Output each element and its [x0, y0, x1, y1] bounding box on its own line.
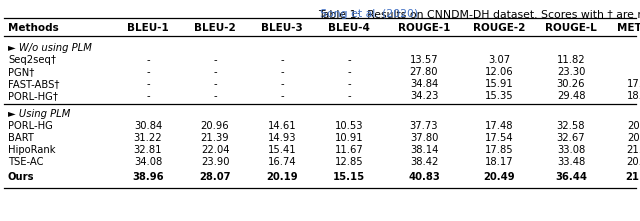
Text: FAST-ABS†: FAST-ABS†: [8, 79, 60, 89]
Text: 38.14: 38.14: [410, 145, 438, 155]
Text: 21.39: 21.39: [201, 133, 229, 143]
Text: ► W/o using PLM: ► W/o using PLM: [8, 43, 92, 53]
Text: METEOR: METEOR: [617, 23, 640, 33]
Text: -: -: [347, 55, 351, 65]
Text: 31.22: 31.22: [134, 133, 163, 143]
Text: 34.08: 34.08: [134, 157, 162, 167]
Text: 38.96: 38.96: [132, 172, 164, 182]
Text: 20.63: 20.63: [627, 121, 640, 131]
Text: 33.48: 33.48: [557, 157, 585, 167]
Text: 3.07: 3.07: [488, 55, 510, 65]
Text: .: .: [321, 9, 324, 19]
Text: 15.15: 15.15: [333, 172, 365, 182]
Text: 10.91: 10.91: [335, 133, 364, 143]
Text: -: -: [639, 55, 640, 65]
Text: 37.80: 37.80: [410, 133, 438, 143]
Text: -: -: [213, 91, 217, 101]
Text: -: -: [280, 79, 284, 89]
Text: 20.96: 20.96: [201, 121, 229, 131]
Text: 38.42: 38.42: [410, 157, 438, 167]
Text: 32.58: 32.58: [557, 121, 585, 131]
Text: 34.23: 34.23: [410, 91, 438, 101]
Text: ROUGE-L: ROUGE-L: [545, 23, 597, 33]
Text: 17.28: 17.28: [627, 79, 640, 89]
Text: 30.26: 30.26: [557, 79, 585, 89]
Text: 14.61: 14.61: [268, 121, 296, 131]
Text: 37.73: 37.73: [410, 121, 438, 131]
Text: 40.83: 40.83: [408, 172, 440, 182]
Text: -: -: [213, 55, 217, 65]
Text: 33.08: 33.08: [557, 145, 585, 155]
Text: 34.84: 34.84: [410, 79, 438, 89]
Text: 17.85: 17.85: [484, 145, 513, 155]
Text: BART: BART: [8, 133, 34, 143]
Text: 36.44: 36.44: [555, 172, 587, 182]
Text: HipoRank: HipoRank: [8, 145, 56, 155]
Text: TSE-AC: TSE-AC: [8, 157, 44, 167]
Text: Methods: Methods: [8, 23, 59, 33]
Text: 23.90: 23.90: [201, 157, 229, 167]
Text: PGN†: PGN†: [8, 67, 35, 77]
Text: -: -: [146, 79, 150, 89]
Text: Ours: Ours: [8, 172, 35, 182]
Text: 20.26: 20.26: [627, 157, 640, 167]
Text: 27.80: 27.80: [410, 67, 438, 77]
Text: 15.41: 15.41: [268, 145, 296, 155]
Text: -: -: [280, 67, 284, 77]
Text: 29.48: 29.48: [557, 91, 585, 101]
Text: 28.07: 28.07: [199, 172, 231, 182]
Text: Table 1:  Results on CNNDM-DH dataset. Scores with † are retrieved from: Table 1: Results on CNNDM-DH dataset. Sc…: [319, 9, 640, 19]
Text: 30.84: 30.84: [134, 121, 162, 131]
Text: 11.67: 11.67: [335, 145, 364, 155]
Text: PORL-HG†: PORL-HG†: [8, 91, 58, 101]
Text: 10.53: 10.53: [335, 121, 364, 131]
Text: 20.49: 20.49: [483, 172, 515, 182]
Text: -: -: [146, 67, 150, 77]
Text: 13.57: 13.57: [410, 55, 438, 65]
Text: 12.85: 12.85: [335, 157, 364, 167]
Text: ROUGE-1: ROUGE-1: [398, 23, 450, 33]
Text: -: -: [347, 67, 351, 77]
Text: -: -: [280, 55, 284, 65]
Text: 20.98: 20.98: [627, 133, 640, 143]
Text: 23.30: 23.30: [557, 67, 585, 77]
Text: 32.67: 32.67: [557, 133, 586, 143]
Text: 20.19: 20.19: [266, 172, 298, 182]
Text: 15.35: 15.35: [484, 91, 513, 101]
Text: -: -: [213, 67, 217, 77]
Text: BLEU-4: BLEU-4: [328, 23, 370, 33]
Text: Song et al. (2020): Song et al. (2020): [319, 9, 418, 19]
Text: BLEU-1: BLEU-1: [127, 23, 169, 33]
Text: -: -: [639, 67, 640, 77]
Text: 11.82: 11.82: [557, 55, 586, 65]
Text: 16.74: 16.74: [268, 157, 296, 167]
Text: BLEU-2: BLEU-2: [194, 23, 236, 33]
Text: 12.06: 12.06: [484, 67, 513, 77]
Text: Seq2seq†: Seq2seq†: [8, 55, 56, 65]
Text: ► Using PLM: ► Using PLM: [8, 109, 70, 119]
Text: 18.07: 18.07: [627, 91, 640, 101]
Text: -: -: [347, 79, 351, 89]
Text: BLEU-3: BLEU-3: [261, 23, 303, 33]
Text: -: -: [146, 91, 150, 101]
Text: 15.91: 15.91: [484, 79, 513, 89]
Text: 17.48: 17.48: [484, 121, 513, 131]
Text: 32.81: 32.81: [134, 145, 163, 155]
Text: -: -: [146, 55, 150, 65]
Text: ROUGE-2: ROUGE-2: [473, 23, 525, 33]
Text: -: -: [347, 91, 351, 101]
Text: 21.07: 21.07: [627, 145, 640, 155]
Text: -: -: [213, 79, 217, 89]
Text: 14.93: 14.93: [268, 133, 296, 143]
Text: 22.04: 22.04: [201, 145, 229, 155]
Text: PORL-HG: PORL-HG: [8, 121, 53, 131]
Text: 18.17: 18.17: [484, 157, 513, 167]
Text: 21.34: 21.34: [625, 172, 640, 182]
Text: -: -: [280, 91, 284, 101]
Text: 17.54: 17.54: [484, 133, 513, 143]
